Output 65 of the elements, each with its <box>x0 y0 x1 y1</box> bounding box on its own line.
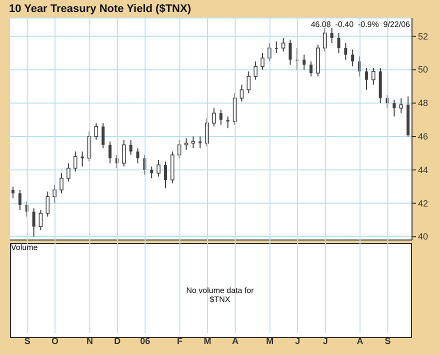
x-tick-label: F <box>177 336 184 346</box>
candlestick <box>129 139 132 156</box>
x-tick-label: M <box>204 336 212 346</box>
y2-tick-label: 46 <box>418 132 428 142</box>
candlestick <box>32 208 36 238</box>
candlestick <box>246 70 251 94</box>
x-tick-label: N <box>86 336 93 346</box>
annotation: 46.08 -0.40 -0.9% 9/22/06 <box>310 20 410 29</box>
candlestick <box>254 60 258 80</box>
candlestick <box>12 186 14 199</box>
candlestick <box>330 28 334 44</box>
candlestick <box>66 162 70 182</box>
candlestick <box>240 84 244 102</box>
candlestick <box>38 209 43 230</box>
candlestick <box>226 116 230 129</box>
x-tick-label: A <box>356 336 364 346</box>
candlestick <box>337 32 340 54</box>
candlestick <box>191 136 196 149</box>
candlestick <box>392 99 396 117</box>
x-tick-label: O <box>52 336 59 346</box>
x-tick-label: J <box>322 336 328 346</box>
x-tick-label: S <box>384 336 391 346</box>
text: Volume <box>11 243 38 252</box>
candlestick <box>351 49 354 67</box>
x-tick-label: M <box>266 336 274 346</box>
y2-tick-label: 42 <box>418 198 428 208</box>
y2-tick-label: 40 <box>418 232 428 242</box>
candlestick <box>46 191 50 218</box>
candlestick <box>281 38 286 52</box>
y2-tick-label: 50 <box>418 64 428 75</box>
y2-tick-label: 52 <box>418 31 428 42</box>
candlestick <box>164 161 167 189</box>
candlestick <box>310 60 313 77</box>
candlestick <box>274 40 278 54</box>
x-tick-label: A <box>232 336 240 346</box>
candlestick <box>399 98 404 114</box>
text: No volume data for $TNX <box>185 286 255 304</box>
y2-tick-label: 44 <box>418 164 428 175</box>
candlestick <box>184 138 188 150</box>
candlestick <box>260 52 264 70</box>
candlestick <box>18 189 22 210</box>
candlestick <box>344 42 348 60</box>
candlestick <box>288 39 292 66</box>
candlestick <box>102 122 105 149</box>
candlestick <box>60 172 64 194</box>
candlestick <box>372 68 376 86</box>
candlestick <box>80 151 84 168</box>
candlestick <box>219 109 222 126</box>
candlestick <box>108 141 112 164</box>
candlestick <box>198 136 202 149</box>
candlestick <box>94 122 98 140</box>
candlestick <box>156 159 160 178</box>
candlestick <box>136 148 140 164</box>
x-tick-label: J <box>295 336 300 346</box>
x-tick-label: 06 <box>140 336 150 346</box>
candlestick <box>212 108 216 127</box>
y2-tick-label: 48 <box>418 98 428 108</box>
candlestick <box>364 68 368 90</box>
chart-title: 10 Year Treasury Note Yield ($TNX) <box>9 3 191 15</box>
candlestick <box>73 151 78 172</box>
x-tick-label: S <box>24 336 30 346</box>
candlestick <box>122 139 126 168</box>
x-tick-label: D <box>114 336 122 346</box>
candlestick <box>302 54 306 70</box>
candlestick <box>150 166 154 179</box>
